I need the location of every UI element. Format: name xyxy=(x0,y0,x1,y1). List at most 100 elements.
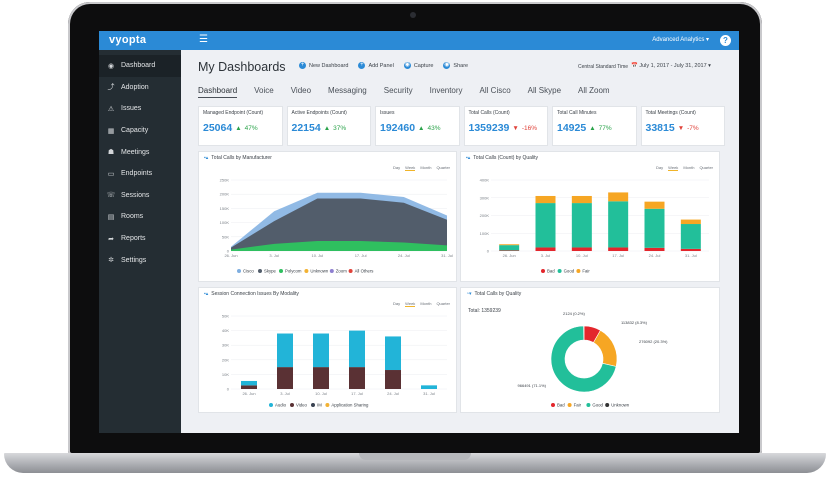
bar-audio[interactable] xyxy=(421,385,437,389)
legend-item[interactable]: Polycom xyxy=(285,269,302,274)
pie-slice-fair[interactable] xyxy=(593,329,618,367)
legend-item[interactable]: Good xyxy=(564,269,575,274)
kpi-card[interactable]: Total Call Minutes 14925 ▲ 77% xyxy=(552,106,637,146)
bar-good[interactable] xyxy=(644,208,665,248)
legend-item[interactable]: Cisco xyxy=(243,269,254,274)
time-tab-week[interactable]: Week xyxy=(405,301,416,307)
tab-all-zoom[interactable]: All Zoom xyxy=(578,86,610,95)
time-tab-day[interactable]: Day xyxy=(393,165,401,170)
bar-good[interactable] xyxy=(571,203,592,248)
legend-item[interactable]: Bad xyxy=(547,269,555,274)
bar-video[interactable] xyxy=(277,367,293,389)
bar-bad[interactable] xyxy=(499,250,520,251)
time-tab-quarter[interactable]: Quarter xyxy=(436,301,450,306)
sidebar-item-settings[interactable]: ✲ Settings xyxy=(99,249,181,271)
time-tab-quarter[interactable]: Quarter xyxy=(699,165,713,170)
bar-good[interactable] xyxy=(608,201,629,248)
time-tab-week[interactable]: Week xyxy=(668,165,679,171)
bar-video[interactable] xyxy=(313,367,329,389)
bar-good[interactable] xyxy=(535,203,556,248)
legend-item[interactable]: Unknown xyxy=(611,403,630,408)
area-series-polycom[interactable] xyxy=(231,241,447,251)
date-range-picker[interactable]: 📅 July 1, 2017 - July 31, 2017 ▾ xyxy=(631,63,711,69)
legend-item[interactable]: Skype xyxy=(264,269,277,274)
sidebar-item-dashboard[interactable]: ◉ Dashboard xyxy=(99,55,181,77)
time-tab-month[interactable]: Month xyxy=(420,165,432,170)
advanced-analytics-menu[interactable]: Advanced Analytics ▾ xyxy=(652,37,709,43)
bar-bad[interactable] xyxy=(644,247,665,251)
legend-item[interactable]: Audio xyxy=(275,403,287,408)
tab-dashboard[interactable]: Dashboard xyxy=(198,86,238,98)
kpi-card[interactable]: Active Endpoints (Count) 22154 ▲ 37% xyxy=(286,106,371,146)
sidebar-item-endpoints[interactable]: ▭ Endpoints xyxy=(99,163,181,185)
time-tab-week[interactable]: Week xyxy=(405,165,416,171)
legend-item[interactable]: Application Sharing xyxy=(331,403,369,408)
sidebar-item-issues[interactable]: ⚠ Issues xyxy=(99,98,181,120)
tab-all-skype[interactable]: All Skype xyxy=(527,86,562,95)
bar-bad[interactable] xyxy=(680,248,701,251)
bar-video[interactable] xyxy=(241,385,257,389)
bar-video[interactable] xyxy=(385,370,401,389)
bar-audio[interactable] xyxy=(241,380,257,386)
kpi-card[interactable]: Total Meetings (Count) 33815 ▼ -7% xyxy=(640,106,725,146)
sidebar-item-reports[interactable]: ➦ Reports xyxy=(99,228,181,250)
bar-video[interactable] xyxy=(349,367,365,389)
bar-fair[interactable] xyxy=(535,195,556,204)
add-panel-button[interactable]: + Add Panel xyxy=(358,62,394,69)
time-tab-quarter[interactable]: Quarter xyxy=(436,165,450,170)
pie-slice-good[interactable] xyxy=(550,325,617,393)
time-tab-day[interactable]: Day xyxy=(656,165,664,170)
bar-good[interactable] xyxy=(680,224,701,249)
legend-item[interactable]: All Others xyxy=(355,269,374,274)
bar-fair[interactable] xyxy=(571,195,592,204)
tab-security[interactable]: Security xyxy=(383,86,413,95)
time-tab-day[interactable]: Day xyxy=(393,301,401,306)
bar-bad[interactable] xyxy=(535,247,556,251)
arrow-down-icon: ▼ xyxy=(512,124,519,132)
new-dashboard-button[interactable]: + New Dashboard xyxy=(299,62,348,69)
bar-bad[interactable] xyxy=(608,247,629,251)
reports-icon: ➦ xyxy=(108,235,114,243)
bar-fair[interactable] xyxy=(499,244,520,246)
help-icon[interactable]: ? xyxy=(720,35,731,46)
legend-item[interactable]: Good xyxy=(592,403,603,408)
tab-messaging[interactable]: Messaging xyxy=(328,86,367,95)
bar-fair[interactable] xyxy=(680,219,701,225)
tab-all-cisco[interactable]: All Cisco xyxy=(479,86,511,95)
legend-item[interactable]: IM xyxy=(317,403,322,408)
time-tab-month[interactable]: Month xyxy=(683,165,695,170)
sidebar-item-rooms[interactable]: ▤ Rooms xyxy=(99,206,181,228)
legend-item[interactable]: Unknown xyxy=(310,269,329,274)
sidebar-item-meetings[interactable]: ☗ Meetings xyxy=(99,141,181,163)
legend-item[interactable]: Fair xyxy=(582,269,590,274)
bar-fair[interactable] xyxy=(644,201,665,209)
legend-item[interactable]: Bad xyxy=(557,403,565,408)
sidebar-item-label: Adoption xyxy=(121,83,149,91)
kpi-card[interactable]: Total Calls (Count) 1359239 ▼ -16% xyxy=(463,106,548,146)
kpi-card[interactable]: Managed Endpoint (Count) 25064 ▲ 47% xyxy=(198,106,283,146)
sidebar-item-sessions[interactable]: ☏ Sessions xyxy=(99,185,181,207)
capture-button[interactable]: ◉ Capture xyxy=(403,62,433,69)
sidebar-item-adoption[interactable]: ⤴ Adoption xyxy=(99,77,181,99)
bar-fair[interactable] xyxy=(608,192,629,202)
hamburger-icon[interactable]: ☰ xyxy=(199,34,208,45)
bar-bad[interactable] xyxy=(571,247,592,251)
time-tab-month[interactable]: Month xyxy=(420,301,432,306)
bar-audio[interactable] xyxy=(313,333,329,368)
kpi-card[interactable]: Issues 192460 ▲ 43% xyxy=(375,106,460,146)
logo[interactable]: vyopta xyxy=(109,34,147,46)
tab-video[interactable]: Video xyxy=(290,86,312,95)
bar-audio[interactable] xyxy=(349,330,365,368)
tab-voice[interactable]: Voice xyxy=(254,86,274,95)
share-button[interactable]: ◉ Share xyxy=(443,62,468,69)
sidebar-item-label: Rooms xyxy=(121,213,144,221)
legend-item[interactable]: Video xyxy=(296,403,308,408)
legend-item[interactable]: Fair xyxy=(574,403,582,408)
area-series-skype[interactable] xyxy=(231,198,447,251)
bar-good[interactable] xyxy=(499,245,520,251)
tab-inventory[interactable]: Inventory xyxy=(429,86,463,95)
legend-item[interactable]: Zoom xyxy=(336,269,347,274)
bar-audio[interactable] xyxy=(277,333,293,368)
bar-audio[interactable] xyxy=(385,336,401,371)
sidebar-item-capacity[interactable]: ▦ Capacity xyxy=(99,120,181,142)
